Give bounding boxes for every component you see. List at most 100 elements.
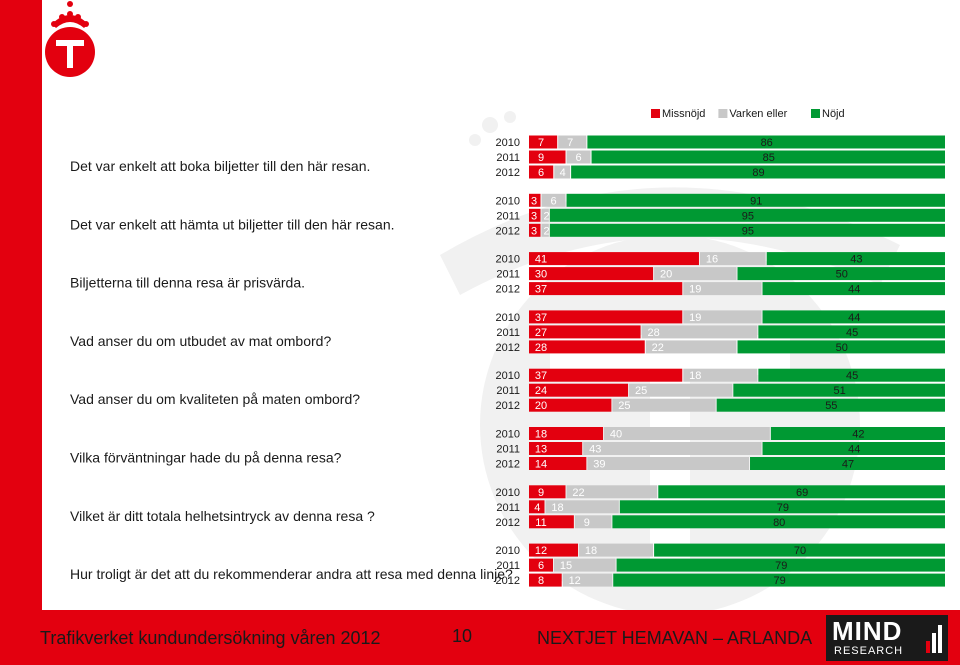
value-label-3-2012-2: 19 [689, 284, 701, 296]
bar-segment-2-2011-2 [541, 208, 549, 222]
year-label-8-2012: 2012 [496, 575, 520, 587]
bar-segment-6-2012-3 [750, 457, 945, 470]
year-label-4-2012: 2012 [496, 342, 520, 354]
bar-segment-4-2012-3 [737, 340, 945, 354]
legend-label-1: Missnöjd [662, 108, 705, 120]
year-label-8-2011: 2011 [496, 560, 520, 572]
bar-segment-8-2010-1 [529, 543, 579, 557]
value-label-2-2011-1: 3 [531, 210, 537, 222]
value-label-7-2012-1: 11 [535, 517, 546, 529]
bar-segment-2-2011-3 [549, 208, 945, 222]
value-label-6-2010-2: 40 [610, 429, 622, 441]
bar-segment-6-2010-2 [604, 427, 770, 440]
bar-segment-2-2010-1 [529, 193, 541, 207]
value-label-2-2010-2: 6 [550, 195, 556, 207]
bar-segment-6-2010-1 [529, 427, 604, 440]
bar-segment-4-2011-3 [758, 325, 945, 339]
year-label-2-2010: 2010 [496, 195, 520, 207]
year-label-6-2010: 2010 [496, 429, 520, 441]
bar-segment-1-2011-1 [529, 150, 566, 164]
year-label-3-2010: 2010 [496, 254, 520, 266]
value-label-7-2012-2: 9 [584, 517, 590, 529]
value-label-7-2012-3: 80 [773, 517, 785, 529]
value-label-2-2012-1: 3 [531, 225, 537, 237]
year-label-1-2011: 2011 [496, 152, 520, 164]
value-label-8-2012-3: 79 [773, 575, 785, 587]
value-label-4-2012-1: 28 [535, 342, 547, 354]
bar-segment-4-2010-1 [529, 310, 683, 324]
value-label-5-2010-2: 18 [689, 370, 701, 382]
bar-segment-4-2011-2 [641, 325, 758, 339]
value-label-1-2012-3: 89 [752, 167, 764, 179]
bar-segment-4-2011-1 [529, 325, 641, 339]
year-label-3-2011: 2011 [496, 269, 520, 281]
value-label-5-2012-2: 25 [618, 400, 630, 412]
value-label-8-2012-2: 12 [569, 575, 581, 587]
question-label-8: Hur troligt är det att du rekommenderar … [70, 566, 513, 582]
bar-segment-5-2010-2 [683, 368, 758, 382]
value-label-6-2011-3: 44 [848, 444, 860, 456]
bar-segment-3-2012-1 [529, 282, 683, 296]
year-label-1-2012: 2012 [496, 167, 520, 179]
bar-segment-6-2011-3 [762, 442, 945, 455]
value-label-7-2011-2: 18 [551, 502, 563, 514]
signal-bars-icon [926, 625, 942, 653]
value-label-3-2011-3: 50 [836, 269, 848, 281]
legend-label-3: Nöjd [822, 108, 845, 120]
trafikverket-crown-logo [45, 1, 95, 77]
bar-segment-1-2012-2 [554, 165, 571, 179]
bar-segment-8-2011-1 [529, 558, 554, 572]
legend-swatch-1 [651, 109, 660, 118]
value-label-1-2010-3: 86 [761, 137, 773, 149]
value-label-4-2010-1: 37 [535, 312, 547, 324]
bar-segment-4-2010-2 [683, 310, 762, 324]
value-label-1-2011-3: 85 [763, 152, 775, 164]
value-label-6-2010-1: 18 [535, 429, 547, 441]
value-label-1-2011-2: 6 [575, 152, 581, 164]
question-label-5: Vad anser du om kvaliteten på maten ombo… [70, 391, 360, 407]
value-label-4-2010-3: 44 [848, 312, 860, 324]
question-label-7: Vilket är ditt totala helhetsintryck av … [70, 508, 375, 524]
value-label-4-2010-2: 19 [689, 312, 701, 324]
question-label-2: Det var enkelt att hämta ut biljetter ti… [70, 216, 395, 232]
value-label-6-2012-2: 39 [593, 459, 605, 471]
bar-segment-2-2010-2 [541, 193, 566, 207]
footer-survey-title: Trafikverket kundundersökning våren 2012 [40, 628, 381, 648]
mind-research-logo: MIND RESEARCH [826, 615, 948, 661]
bar-segment-2-2012-3 [549, 223, 945, 237]
value-label-5-2012-3: 55 [825, 400, 837, 412]
bar-segment-2-2012-2 [541, 223, 549, 237]
value-label-1-2010-1: 7 [538, 137, 544, 149]
bar-segment-8-2012-1 [529, 573, 562, 587]
question-label-3: Biljetterna till denna resa är prisvärda… [70, 275, 305, 291]
bar-segment-2-2010-3 [566, 193, 945, 207]
value-label-4-2011-2: 28 [647, 327, 659, 339]
bar-segment-3-2011-2 [654, 267, 737, 281]
value-label-3-2011-2: 20 [660, 269, 672, 281]
value-label-1-2012-1: 6 [538, 167, 544, 179]
bar-segment-1-2010-3 [587, 135, 945, 149]
value-label-4-2012-2: 22 [652, 342, 664, 354]
year-label-5-2011: 2011 [496, 385, 520, 397]
bar-segment-3-2010-2 [699, 252, 766, 266]
value-label-3-2010-1: 41 [535, 254, 547, 266]
bar-segment-4-2012-1 [529, 340, 645, 354]
value-label-1-2012-2: 4 [560, 167, 566, 179]
bar-segment-7-2012-2 [574, 515, 612, 529]
satisfaction-chart: Missnöjd Varken eller Nöjd Det var enkelt a… [70, 108, 945, 587]
value-label-5-2011-1: 24 [535, 385, 547, 397]
value-label-3-2011-1: 30 [535, 269, 547, 281]
bar-segment-1-2011-3 [591, 150, 945, 164]
bar-segment-1-2010-2 [558, 135, 587, 149]
bar-segment-8-2011-3 [616, 558, 945, 572]
question-label-1: Det var enkelt att boka biljetter till d… [70, 158, 370, 174]
value-label-7-2010-1: 9 [538, 487, 544, 499]
year-label-4-2011: 2011 [496, 327, 520, 339]
value-label-3-2010-3: 43 [850, 254, 862, 266]
bar-segment-1-2012-3 [571, 165, 945, 179]
bar-segment-8-2011-2 [554, 558, 616, 572]
bar-segment-7-2011-1 [529, 500, 545, 514]
value-label-7-2011-1: 4 [534, 502, 540, 514]
value-label-2-2011-3: 95 [742, 210, 754, 222]
value-label-2-2012-3: 95 [742, 225, 754, 237]
